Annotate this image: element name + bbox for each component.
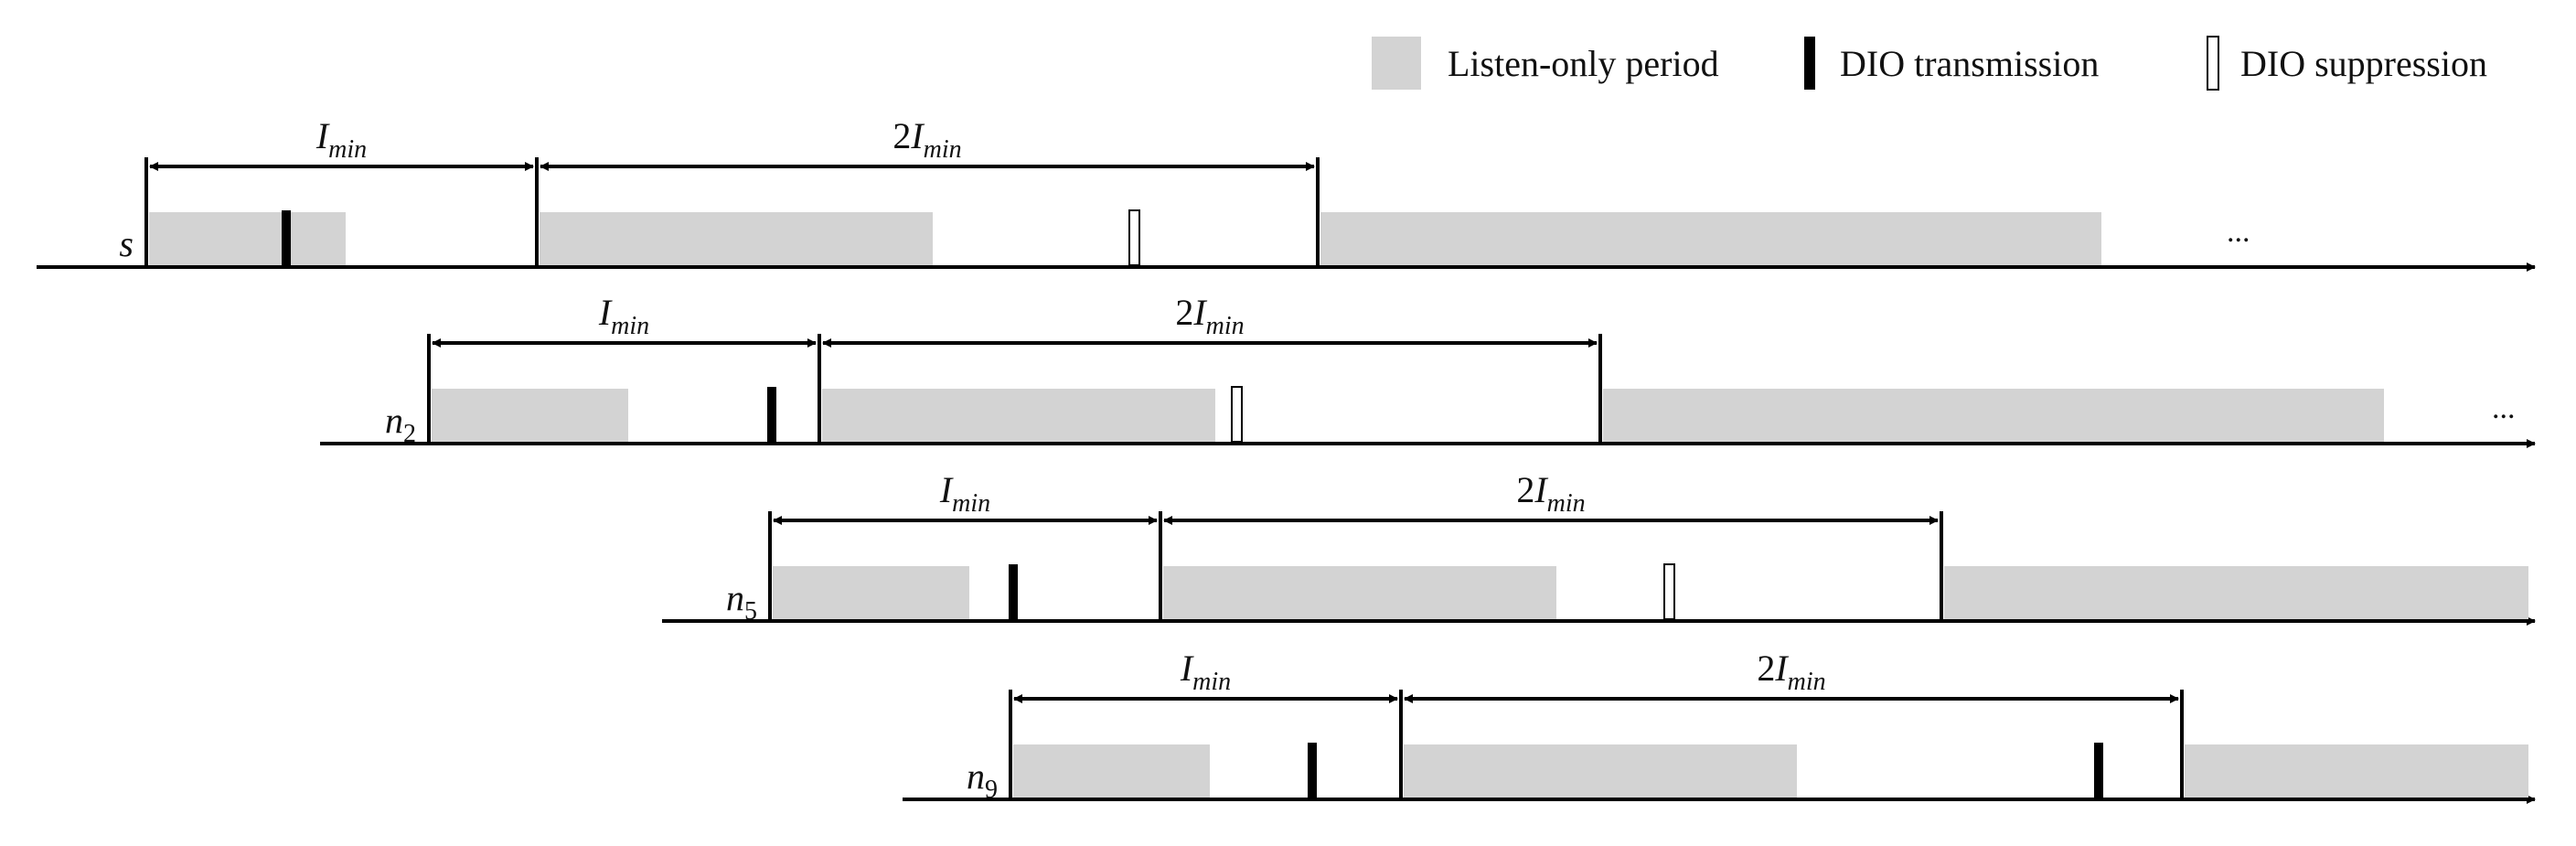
dio-transmission-mark bbox=[1308, 743, 1317, 798]
timeline-row-n9: Imin 2Imin n9 bbox=[903, 648, 2536, 804]
listen-only-bar bbox=[2185, 744, 2528, 798]
node-label: n5 bbox=[726, 577, 757, 626]
dio-transmission-mark bbox=[767, 387, 776, 442]
continuation-ellipsis: ... bbox=[2492, 391, 2516, 425]
dio-transmission-mark bbox=[282, 210, 291, 265]
legend-listen-label: Listen-only period bbox=[1448, 43, 1719, 84]
legend-listen-swatch bbox=[1372, 37, 1421, 90]
listen-only-bar bbox=[1944, 566, 2528, 619]
listen-only-bar bbox=[773, 566, 969, 619]
listen-only-bar bbox=[822, 389, 1215, 442]
dio-suppression-mark bbox=[1231, 386, 1243, 443]
node-label: s bbox=[119, 223, 134, 264]
listen-only-bar bbox=[540, 212, 933, 265]
dio-suppression-mark bbox=[1663, 563, 1675, 620]
dio-suppression-mark bbox=[1128, 209, 1140, 266]
double-imin-label: 2Imin bbox=[893, 115, 961, 164]
imin-label: Imin bbox=[1180, 648, 1231, 696]
listen-only-bar bbox=[1163, 566, 1556, 619]
imin-label: Imin bbox=[315, 115, 367, 164]
timeline-row-n2: Imin 2Imin n2... bbox=[320, 292, 2536, 448]
node-label: n2 bbox=[385, 400, 416, 448]
listen-only-bar bbox=[1603, 389, 2384, 442]
listen-only-bar bbox=[1404, 744, 1797, 798]
listen-only-bar bbox=[149, 212, 346, 265]
dio-transmission-mark bbox=[1009, 564, 1018, 619]
dio-transmission-mark bbox=[2094, 743, 2103, 798]
double-imin-label: 2Imin bbox=[1516, 469, 1585, 518]
imin-label: Imin bbox=[598, 292, 649, 340]
legend-suppression-label: DIO suppression bbox=[2240, 43, 2487, 84]
double-imin-label: 2Imin bbox=[1175, 292, 1244, 340]
listen-only-bar bbox=[1013, 744, 1210, 798]
double-imin-label: 2Imin bbox=[1757, 648, 1825, 696]
imin-label: Imin bbox=[939, 469, 990, 518]
legend-suppression-swatch bbox=[2207, 36, 2219, 91]
continuation-ellipsis: ... bbox=[2227, 215, 2250, 249]
listen-only-bar bbox=[1320, 212, 2101, 265]
legend-transmission-swatch bbox=[1804, 37, 1815, 90]
legend-transmission-label: DIO transmission bbox=[1840, 43, 2099, 84]
timeline-row-n5: Imin 2Imin n5 bbox=[662, 469, 2536, 626]
listen-only-bar bbox=[432, 389, 628, 442]
timeline-row-s: Imin 2Imin s... bbox=[37, 115, 2536, 272]
legend: Listen-only period DIO transmission DIO … bbox=[1372, 36, 2487, 91]
node-label: n9 bbox=[967, 755, 998, 804]
